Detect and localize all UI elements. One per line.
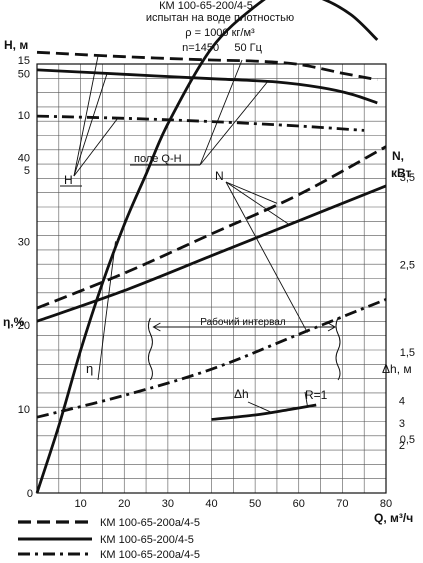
h-tick-label: 15 [18,55,30,67]
origin-label: 0 [27,488,33,500]
legend-label-solid: КМ 100-65-200/4-5 [100,534,194,546]
x-tick-label: 40 [205,498,217,510]
legend-label-dashdot: КМ 100-65-200а/4-5 [100,549,200,561]
curves [35,0,387,494]
work-interval-arrow-right [327,322,337,332]
x-tick-label: 80 [380,498,392,510]
field-qh-leader-line [199,59,243,166]
dh-leader-line [247,401,273,414]
n-tick-label: 0,5 [400,434,415,446]
dh-tick-label: 3 [399,418,405,430]
h-tick-label: 5 [24,165,30,177]
r-label: R=1 [305,388,328,402]
dh-axis-label: Δh, м [382,362,412,376]
grid [36,63,387,494]
h-axis-label: H, м [4,38,28,52]
dh-tick-label: 2 [399,440,405,452]
tick-labels: 10 20 30 40 50 60 70 80 0 5 10 15 0,5 1,5 2,5 3,5 10 20 30… [18,55,415,510]
h-leader-line [73,74,108,177]
chart-speed: n=1450 50 Гц [182,42,263,54]
chart-title: КМ 100-65-200/4-5 [159,0,253,12]
field-qh-label: поле Q-H [134,153,182,165]
n-leader-line [225,181,308,333]
x-tick-label: 10 [75,498,87,510]
chart-density: ρ = 1000 кг/м³ [185,27,255,39]
h-leader-line [73,55,99,177]
legend-label-dashed: КМ 100-65-200а/4-5 [100,517,200,529]
n-curve-dashdot [36,298,387,419]
x-tick-label: 60 [293,498,305,510]
x-tick-label: 70 [336,498,348,510]
eta-tick-label: 30 [18,236,30,248]
efficiency-curve [35,0,379,494]
n-leader-line [225,181,291,226]
h-curve-solid [36,68,378,105]
eta-tick-label: 50 [18,69,30,81]
r-leader-line [304,391,308,407]
h-curve-label: H [64,173,73,187]
h-curve-dashdot [36,114,365,132]
x-axis-label: Q, м³/ч [374,511,413,525]
n-curve-label: N [215,169,224,183]
annotations [60,55,341,414]
n-leader-line [225,181,278,204]
h-leader-line [73,118,119,177]
eta-curve-label: η [86,361,93,376]
h-tick-label: 10 [18,110,30,122]
eta-tick-label: 40 [18,152,30,164]
work-interval-arrow-left [152,322,161,332]
n-tick-label: 3,5 [400,172,415,184]
n-axis-label-2: кВт [391,166,412,180]
field-qh-leader-line [199,80,269,166]
work-interval-bracket [147,317,153,381]
x-tick-label: 50 [249,498,261,510]
n-tick-label: 2,5 [400,259,415,271]
x-tick-label: 30 [162,498,174,510]
n-axis-label-1: N, [392,149,404,163]
plot-frame [36,63,387,494]
legend: КМ 100-65-200а/4-5 КМ 100-65-200/4-5 КМ … [18,517,200,561]
n-tick-label: 1,5 [400,347,415,359]
npsh-curve [211,403,317,421]
h-curve-dashed [36,50,378,82]
work-interval-label: Рабочий интервал [200,316,286,328]
dh-curve-label: Δh [234,387,249,401]
eta-tick-label: 20 [18,320,30,332]
chart-subtitle: испытан на воде плотностью [146,12,294,24]
eta-tick-label: 10 [18,404,30,416]
dh-tick-label: 4 [399,396,405,408]
x-tick-label: 20 [118,498,130,510]
eta-axis-label: η,% [3,315,25,329]
eta-leader-line [97,241,116,381]
work-interval-bracket [335,317,341,381]
n-curve-dashed [36,145,387,310]
